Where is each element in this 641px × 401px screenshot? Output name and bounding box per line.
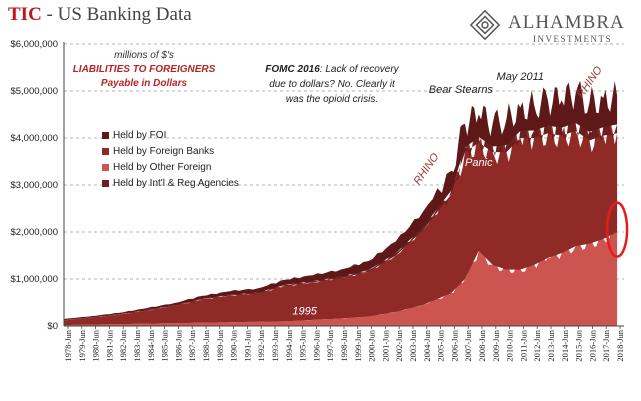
x-tick-label: 1995-Jun bbox=[298, 329, 308, 361]
alhambra-logo-icon bbox=[469, 9, 501, 41]
x-tick-label: 2012-Jun bbox=[532, 329, 542, 361]
x-tick-label: 1980-Jun bbox=[91, 329, 101, 361]
x-tick-label: 1987-Jun bbox=[187, 329, 197, 361]
x-tick-label: 2002-Jun bbox=[394, 329, 404, 361]
title-rest: - US Banking Data bbox=[41, 4, 192, 25]
fomc-text: : Lack of recovery due to dollars? No. C… bbox=[269, 64, 399, 105]
x-tick-label: 1998-Jun bbox=[339, 329, 349, 361]
title-tic: TIC bbox=[8, 4, 42, 25]
x-tick-label: 1978-Jun bbox=[63, 329, 73, 361]
legend-swatch-foreign-banks bbox=[102, 147, 109, 155]
legend-label: Held by FOI bbox=[113, 129, 167, 141]
x-tick-label: 2007-Jun bbox=[463, 329, 473, 361]
payable-note: Payable in Dollars bbox=[100, 78, 188, 89]
x-tick-label: 1990-Jun bbox=[229, 329, 239, 361]
legend: Held by FOI Held by Foreign Banks Held b… bbox=[102, 127, 239, 191]
x-tick-label: 2006-Jun bbox=[449, 329, 459, 361]
fomc-bold: FOMC 2016 bbox=[265, 64, 320, 75]
legend-label: Held by Other Foreign bbox=[113, 161, 212, 173]
y-tick-label: $1,000,000 bbox=[10, 274, 58, 285]
x-tick-label: 2004-Jun bbox=[422, 329, 432, 361]
area-series bbox=[64, 110, 618, 321]
x-tick-label: 2008-Jun bbox=[477, 329, 487, 361]
y-tick-labels: $0 $1,000,000 $2,000,000 $3,000,000 $4,000,0… bbox=[10, 39, 58, 332]
y-tick-label: $0 bbox=[47, 321, 58, 332]
x-tick-labels: 1978-Jun 1979-Jun 1980-Jun 1981-Jun 1982-Jun… bbox=[63, 326, 625, 362]
x-tick-label: 1983-Jun bbox=[132, 329, 142, 361]
x-tick-label: 1985-Jun bbox=[160, 329, 170, 361]
logo-name: ALHAMBRA bbox=[508, 12, 625, 33]
x-tick-label: 1986-Jun bbox=[173, 329, 183, 361]
x-tick-label: 2016-Jun bbox=[587, 329, 597, 361]
x-tick-label: 2010-Jun bbox=[505, 329, 515, 361]
legend-label: Held by Int'l & Reg Agencies bbox=[113, 177, 239, 189]
area-series bbox=[64, 228, 618, 326]
x-tick-label: 1994-Jun bbox=[284, 329, 294, 361]
fomc-note: FOMC 2016: Lack of recovery due to dolla… bbox=[262, 62, 402, 107]
x-tick-label: 1996-Jun bbox=[311, 329, 321, 361]
x-tick-label: 2001-Jun bbox=[380, 329, 390, 361]
legend-swatch-foi bbox=[102, 131, 109, 139]
highlight-ring bbox=[605, 201, 629, 258]
annotation-label: Bear Stearns bbox=[429, 84, 494, 96]
y-tick-label: $4,000,000 bbox=[10, 133, 58, 144]
x-tick-label: 1999-Jun bbox=[353, 329, 363, 361]
legend-item: Held by FOI bbox=[102, 127, 239, 143]
area-series bbox=[64, 80, 618, 321]
x-tick-label: 1979-Jun bbox=[77, 329, 87, 361]
liabilities-note: LIABILITIES TO FOREIGNERS bbox=[72, 64, 216, 75]
x-tick-label: 1992-Jun bbox=[256, 329, 266, 361]
annotation-label: Panic bbox=[465, 157, 493, 169]
x-tick-label: 2011-Jun bbox=[518, 329, 528, 361]
x-tick-label: 2003-Jun bbox=[408, 329, 418, 361]
x-tick-label: 1991-Jun bbox=[242, 329, 252, 361]
y-tick-label: $5,000,000 bbox=[10, 86, 58, 97]
units-note: millions of $'s bbox=[114, 50, 174, 61]
annotation-label: May 2011 bbox=[497, 71, 545, 83]
legend-swatch-intl-agencies bbox=[102, 179, 109, 187]
x-tick-label: 1988-Jun bbox=[201, 329, 211, 361]
legend-item: Held by Int'l & Reg Agencies bbox=[102, 175, 239, 191]
chart-title: TIC - US Banking Data bbox=[8, 4, 192, 26]
x-tick-label: 2017-Jun bbox=[601, 329, 611, 361]
logo-subtitle: INVESTMENTS bbox=[533, 34, 612, 44]
x-tick-label: 1989-Jun bbox=[215, 329, 225, 361]
x-tick-label: 2000-Jun bbox=[367, 329, 377, 361]
x-tick-label: 2009-Jun bbox=[491, 329, 501, 361]
annotation-label: RHINO bbox=[411, 151, 441, 187]
x-tick-label: 2005-Jun bbox=[436, 329, 446, 361]
area-layers bbox=[64, 80, 618, 326]
x-tick-label: 1997-Jun bbox=[325, 329, 335, 361]
legend-item: Held by Other Foreign bbox=[102, 159, 239, 175]
annotation-label: RHINO bbox=[575, 64, 605, 100]
x-tick-label: 1993-Jun bbox=[270, 329, 280, 361]
legend-item: Held by Foreign Banks bbox=[102, 143, 239, 159]
x-tick-label: 2014-Jun bbox=[560, 329, 570, 361]
legend-label: Held by Foreign Banks bbox=[113, 145, 215, 157]
x-tick-label: 2018-Jun bbox=[615, 329, 625, 361]
x-tick-label: 2015-Jun bbox=[574, 329, 584, 361]
x-tick-label: 1984-Jun bbox=[146, 329, 156, 361]
area-series bbox=[64, 119, 618, 326]
x-tick-label: 1981-Jun bbox=[104, 329, 114, 361]
annotation-label: 1995 bbox=[292, 305, 317, 317]
y-tick-label: $6,000,000 bbox=[10, 39, 58, 50]
x-tick-label: 1982-Jun bbox=[118, 329, 128, 361]
y-tick-label: $3,000,000 bbox=[10, 180, 58, 191]
x-tick-label: 2013-Jun bbox=[546, 329, 556, 361]
y-tick-label: $2,000,000 bbox=[10, 227, 58, 238]
legend-swatch-other-foreign bbox=[102, 163, 109, 171]
